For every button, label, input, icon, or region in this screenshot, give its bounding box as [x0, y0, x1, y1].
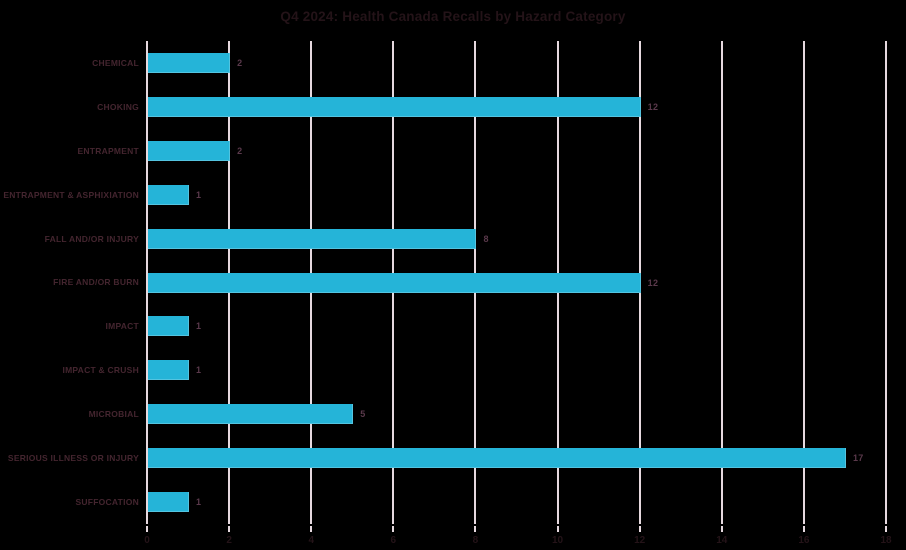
category-label: ENTRAPMENT & ASPHIXIATION [3, 189, 139, 200]
bar [148, 272, 641, 293]
bar-value-label: 12 [647, 101, 659, 112]
x-tick-label: 18 [880, 535, 892, 546]
bar-value-label: 1 [196, 365, 202, 376]
x-tick-label: 10 [551, 535, 564, 546]
bar-value-label: 2 [237, 145, 243, 156]
bar [148, 316, 190, 337]
bar-value-label: 8 [483, 233, 489, 244]
tick-mark [720, 526, 723, 532]
tick-mark [310, 526, 313, 532]
category-label: IMPACT [105, 321, 139, 332]
category-label: FALL AND/OR INJURY [44, 233, 139, 244]
bar [148, 52, 231, 73]
category-label: SERIOUS ILLNESS OR INJURY [7, 453, 139, 464]
bar [148, 228, 477, 249]
bar [148, 448, 846, 469]
tick-mark [802, 526, 805, 532]
plot-area: 0 2 4 6 8 10 12 14 16 18 2 12 2 1 8 12 1 1 5 17 1 [144, 41, 892, 546]
category-label: CHOKING [97, 101, 139, 112]
bar-value-label: 1 [196, 189, 202, 200]
tick-mark [885, 526, 887, 532]
bar [148, 96, 641, 117]
x-tick-label: 16 [798, 535, 810, 546]
tick-mark [474, 526, 477, 532]
bar-value-label: 12 [647, 277, 659, 288]
gridline [885, 41, 887, 524]
category-label: FIRE AND/OR BURN [53, 277, 139, 288]
x-tick-label: 14 [716, 535, 728, 546]
gridline [146, 41, 148, 524]
bar [148, 492, 190, 513]
bar-value-label: 1 [196, 497, 202, 508]
category-label: SUFFOCATION [75, 497, 139, 508]
bar [148, 140, 231, 161]
tick-mark [146, 526, 148, 532]
x-tick-label: 6 [390, 535, 397, 546]
category-label: IMPACT & CRUSH [62, 365, 139, 376]
bar [148, 360, 190, 381]
x-tick-label: 8 [472, 535, 479, 546]
bar-value-label: 5 [360, 409, 366, 420]
x-tick-label: 12 [634, 535, 646, 546]
bar-value-label: 17 [852, 453, 864, 464]
category-label: MICROBIAL [88, 409, 139, 420]
chart-title: Q4 2024: Health Canada Recalls by Hazard… [280, 9, 626, 24]
gridline [720, 41, 723, 524]
bar [148, 184, 190, 205]
tick-mark [228, 526, 231, 532]
bar [148, 404, 354, 425]
bar-value-label: 1 [196, 321, 202, 332]
gridline [802, 41, 805, 524]
tick-mark [638, 526, 641, 532]
tick-mark [556, 526, 559, 532]
category-label: CHEMICAL [92, 57, 139, 68]
bar-value-label: 2 [237, 57, 243, 68]
x-tick-label: 2 [226, 535, 232, 546]
category-label: ENTRAPMENT [77, 145, 139, 156]
x-tick-label: 0 [144, 535, 150, 546]
tick-mark [392, 526, 395, 532]
x-tick-label: 4 [308, 535, 314, 546]
